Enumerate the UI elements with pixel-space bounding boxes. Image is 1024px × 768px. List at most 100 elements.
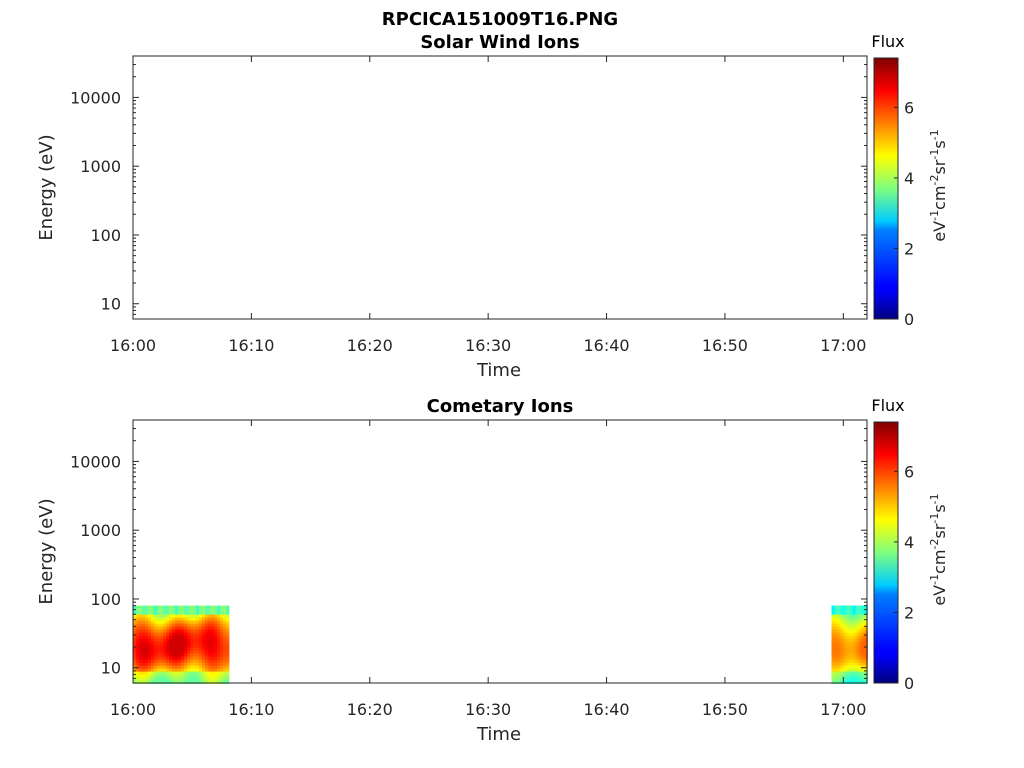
heatmap-cell — [843, 644, 847, 648]
heatmap-cell — [136, 626, 140, 630]
heatmap-cell — [864, 611, 868, 615]
heatmap-cell — [154, 668, 158, 672]
colorbar-label: eV-1​cm-2​sr-1​s-1​ — [928, 493, 949, 605]
heatmap-cell — [223, 635, 227, 639]
heatmap-cell — [217, 665, 221, 669]
heatmap-cell — [157, 608, 161, 612]
heatmap-cell — [172, 680, 176, 684]
heatmap-cell — [217, 617, 221, 621]
heatmap-cell — [855, 671, 859, 675]
heatmap-cell — [148, 617, 152, 621]
cometary-ions-panel: Cometary Ions 16:00 16:10 16:20 16:30 16:40 16… — [36, 396, 949, 745]
heatmap-cell — [145, 677, 149, 681]
heatmap-cell — [160, 665, 164, 669]
heatmap-cell — [148, 659, 152, 663]
heatmap-cell — [190, 635, 194, 639]
heatmap-cell — [157, 644, 161, 648]
heatmap-cell — [831, 668, 835, 672]
heatmap-cell — [864, 653, 868, 657]
heatmap-cell — [175, 665, 179, 669]
heatmap-cell — [190, 671, 194, 675]
heatmap-cell — [840, 638, 844, 642]
heatmap-cell — [846, 644, 850, 648]
heatmap-cell — [834, 656, 838, 660]
heatmap-cell — [133, 614, 137, 618]
heatmap-cell — [172, 626, 176, 630]
heatmap-cell — [852, 677, 856, 681]
heatmap-cell — [169, 668, 173, 672]
heatmap-cell — [831, 680, 835, 684]
heatmap-cell — [160, 641, 164, 645]
heatmap-cell — [154, 635, 158, 639]
heatmap-cell — [139, 653, 143, 657]
y-tick-label: 1000 — [80, 157, 121, 176]
heatmap-cell — [220, 626, 224, 630]
heatmap-cell — [226, 671, 230, 675]
heatmap-cell — [205, 617, 209, 621]
heatmap-cell — [843, 605, 847, 609]
heatmap-cell — [226, 644, 230, 648]
heatmap-cell — [187, 650, 191, 654]
heatmap-cell — [834, 644, 838, 648]
heatmap-cell — [169, 647, 173, 651]
heatmap-cell — [169, 614, 173, 618]
heatmap-cell — [157, 677, 161, 681]
heatmap-cell — [831, 629, 835, 633]
heatmap-cell — [226, 650, 230, 654]
heatmap-cell — [187, 677, 191, 681]
heatmap-cell — [837, 623, 841, 627]
heatmap-cell — [178, 653, 182, 657]
heatmap-cell — [199, 614, 203, 618]
heatmap-cell — [223, 605, 227, 609]
heatmap-cell — [166, 665, 170, 669]
heatmap-cell — [139, 608, 143, 612]
heatmap-cell — [148, 626, 152, 630]
heatmap-cell — [151, 617, 155, 621]
heatmap-cell — [151, 626, 155, 630]
heatmap-cell — [831, 635, 835, 639]
heatmap-cell — [190, 623, 194, 627]
heatmap-cell — [840, 677, 844, 681]
heatmap-cell — [855, 668, 859, 672]
heatmap-cell — [199, 605, 203, 609]
heatmap-cell — [864, 620, 868, 624]
heatmap-cell — [214, 662, 218, 666]
heatmap-cell — [214, 605, 218, 609]
heatmap-cell — [154, 611, 158, 615]
heatmap-cell — [151, 635, 155, 639]
heatmap-cell — [136, 671, 140, 675]
heatmap-cell — [142, 662, 146, 666]
heatmap-cell — [166, 626, 170, 630]
heatmap-cell — [840, 605, 844, 609]
heatmap-cell — [181, 650, 185, 654]
heatmap-cell — [202, 626, 206, 630]
heatmap-cell — [226, 617, 230, 621]
heatmap-cell — [849, 665, 853, 669]
heatmap-cell — [136, 641, 140, 645]
heatmap-cell — [864, 656, 868, 660]
heatmap-cell — [133, 623, 137, 627]
heatmap-cell — [184, 650, 188, 654]
heatmap-cell — [858, 659, 862, 663]
heatmap-cell — [217, 644, 221, 648]
heatmap-cell — [148, 635, 152, 639]
heatmap-cell — [834, 611, 838, 615]
heatmap-cell — [145, 662, 149, 666]
heatmap-cell — [834, 677, 838, 681]
heatmap-cell — [193, 671, 197, 675]
heatmap-cell — [133, 680, 137, 684]
heatmap-cell — [217, 647, 221, 651]
heatmap-cell — [864, 638, 868, 642]
heatmap-cell — [160, 659, 164, 663]
heatmap-cell — [196, 650, 200, 654]
heatmap-cell — [160, 674, 164, 678]
heatmap-cell — [226, 614, 230, 618]
heatmap-cell — [145, 617, 149, 621]
heatmap-cell — [193, 635, 197, 639]
heatmap-cell — [858, 629, 862, 633]
heatmap-cell — [154, 626, 158, 630]
heatmap-cell — [199, 644, 203, 648]
heatmap-cell — [154, 620, 158, 624]
heatmap-cell — [199, 620, 203, 624]
